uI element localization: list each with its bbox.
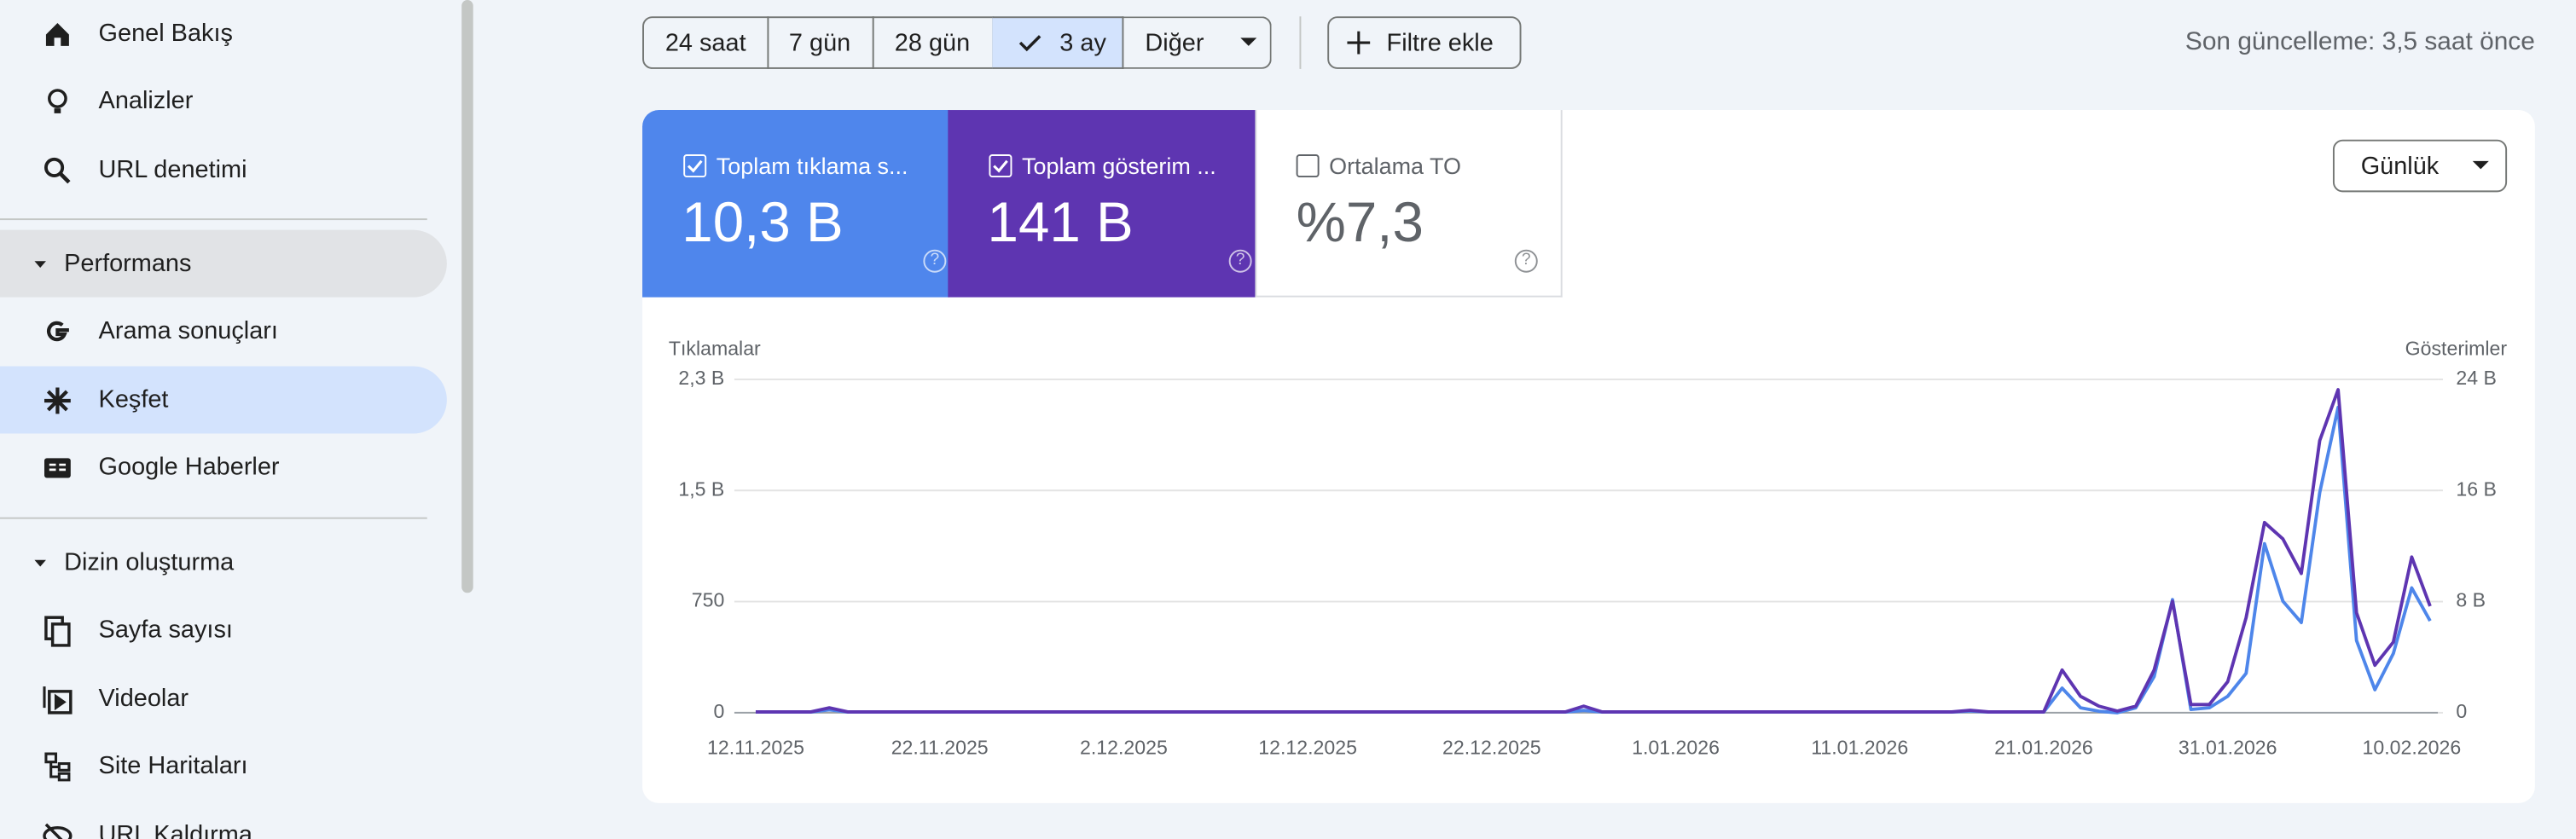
metric-card[interactable]: Toplam tıklama s... 10,3 B?	[642, 110, 950, 298]
x-tick-label: 2.12.2025	[1080, 736, 1168, 758]
y-tick-label: 0	[714, 700, 725, 722]
nav-item[interactable]: Analizler	[0, 67, 447, 135]
metric-label: Toplam tıklama s...	[716, 153, 908, 179]
y-tick-label: 750	[692, 589, 725, 611]
x-tick-label: 11.01.2026	[1811, 736, 1908, 758]
x-tick-label: 12.12.2025	[1258, 736, 1357, 758]
y2-tick-label: 8 B	[2456, 589, 2486, 611]
metric-value: %7,3	[1296, 192, 1424, 255]
y2-tick-label: 0	[2456, 700, 2467, 722]
divider	[0, 218, 427, 221]
x-tick-label: 22.11.2025	[891, 736, 989, 758]
checkbox	[683, 154, 707, 178]
nav-label: Keşfet	[98, 385, 169, 414]
nav-item[interactable]: URL Kaldırma	[0, 801, 447, 839]
nav-section[interactable]: Dizin oluşturma	[0, 529, 447, 596]
metric-label: Toplam gösterim ...	[1021, 153, 1216, 179]
y-tick-label: 2,3 B	[678, 367, 724, 389]
help-icon[interactable]: ?	[1514, 249, 1538, 273]
nav-label: Google Haberler	[98, 453, 280, 482]
nav-label: Videolar	[98, 685, 189, 713]
metric-card[interactable]: Ortalama TO %7,3?	[1255, 110, 1563, 298]
scrollbar[interactable]	[461, 0, 473, 593]
range-label: Diğer	[1145, 28, 1204, 57]
metric-label: Ortalama TO	[1329, 153, 1462, 179]
y2-tick-label: 24 B	[2456, 367, 2497, 389]
checkbox	[1296, 154, 1320, 178]
x-tick-label: 1.01.2026	[1632, 736, 1720, 758]
x-tick-label: 21.01.2026	[1994, 736, 2093, 758]
nav-item[interactable]: Genel Bakış	[0, 0, 447, 67]
nav-label: Analizler	[98, 87, 194, 115]
granularity-label: Günlük	[2360, 152, 2440, 180]
x-tick-label: 22.12.2025	[1442, 736, 1541, 758]
last-update: Son güncelleme: 3,5 saat önce	[2184, 27, 2535, 56]
y-axis-title: Tıklamalar	[669, 337, 761, 359]
series-line	[755, 388, 2432, 714]
filter-button[interactable]: Filtre ekle	[1327, 16, 1522, 69]
range-button[interactable]: 24 saat	[642, 16, 769, 69]
nav-label: Sayfa sayısı	[98, 616, 233, 644]
nav-item[interactable]: Site Haritaları	[0, 732, 447, 800]
x-tick-label: 31.01.2026	[2179, 736, 2277, 758]
x-tick-label: 12.11.2025	[707, 736, 804, 758]
series-line	[755, 405, 2432, 715]
metric-value: 141 B	[987, 192, 1134, 255]
metric-value: 10,3 B	[682, 192, 844, 255]
granularity-dropdown[interactable]: Günlük	[2332, 139, 2508, 193]
metric-card[interactable]: Toplam gösterim ... 141 B?	[948, 110, 1256, 298]
x-tick-label: 10.02.2026	[2363, 736, 2462, 758]
nav-label: Dizin oluşturma	[64, 548, 235, 577]
nav-label: URL denetimi	[98, 155, 247, 184]
nav-item[interactable]: Arama sonuçları	[0, 298, 447, 365]
nav-item[interactable]: URL denetimi	[0, 136, 447, 204]
range-button-selected[interactable]: 3 ay	[992, 16, 1124, 69]
y-tick-label: 1,5 B	[678, 477, 724, 500]
y2-axis-title: Gösterimler	[2405, 337, 2508, 359]
range-button[interactable]: 28 gün	[872, 16, 995, 69]
help-icon[interactable]: ?	[923, 249, 947, 273]
nav-label: Genel Bakış	[98, 20, 233, 48]
nav-item[interactable]: Google Haberler	[0, 433, 447, 501]
range-label: 3 ay	[1059, 28, 1106, 57]
nav-section[interactable]: Performans	[0, 229, 447, 298]
divider	[0, 517, 427, 519]
nav-item[interactable]: Videolar	[0, 665, 447, 732]
nav-label: Performans	[64, 249, 192, 278]
y2-tick-label: 16 B	[2456, 477, 2497, 500]
range-button[interactable]: 7 gün	[767, 16, 874, 69]
range-dropdown[interactable]: Diğer	[1122, 16, 1272, 69]
nav-label: Site Haritaları	[98, 752, 248, 780]
nav-item[interactable]: Keşfet	[0, 366, 447, 434]
checkbox	[989, 154, 1012, 178]
nav-item[interactable]: Sayfa sayısı	[0, 596, 447, 663]
divider	[1299, 16, 1302, 69]
nav-label: URL Kaldırma	[98, 821, 252, 839]
help-icon[interactable]: ?	[1228, 249, 1252, 273]
nav-label: Arama sonuçları	[98, 316, 278, 345]
filter-label: Filtre ekle	[1386, 28, 1494, 57]
